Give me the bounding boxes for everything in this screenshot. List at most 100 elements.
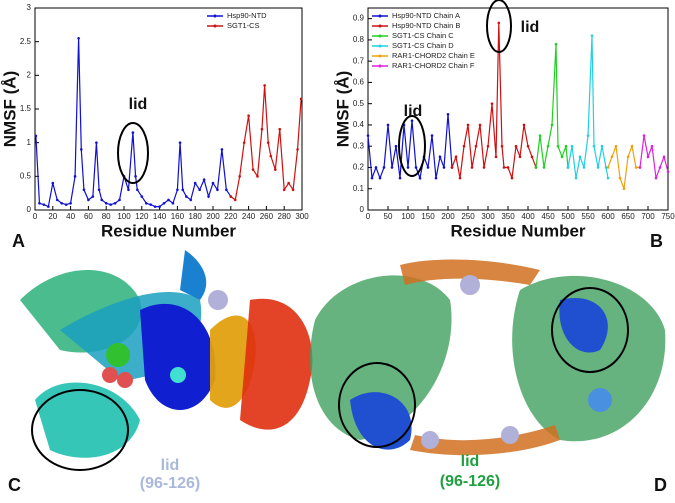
data-point <box>82 188 86 192</box>
data-point <box>426 166 430 169</box>
data-point <box>193 181 197 185</box>
data-point <box>497 21 501 25</box>
data-point <box>462 144 466 148</box>
data-point <box>386 123 390 127</box>
legend-swatch <box>378 54 382 58</box>
data-point <box>500 144 504 148</box>
data-point <box>458 176 462 180</box>
data-point <box>374 166 378 169</box>
x-tick-label: 700 <box>641 212 655 221</box>
plot-frame <box>367 7 669 211</box>
panel-label: C <box>8 475 21 495</box>
legend-entry: Hsp90-NTD <box>227 11 267 20</box>
x-tick-label: 220 <box>224 212 238 221</box>
loop <box>400 259 540 285</box>
data-point <box>171 201 175 205</box>
panel-label: A <box>12 231 25 251</box>
y-tick-label: 0.4 <box>353 120 365 129</box>
data-point <box>506 166 510 169</box>
x-tick-label: 250 <box>461 212 475 221</box>
data-point <box>646 155 650 159</box>
data-point <box>73 175 77 178</box>
x-axis-label: Residue Number <box>101 221 236 240</box>
strand <box>240 298 313 430</box>
data-point <box>238 175 241 178</box>
data-point <box>478 123 482 127</box>
data-point <box>546 144 550 148</box>
data-point <box>502 166 506 169</box>
y-tick-label: 0.3 <box>353 141 365 150</box>
x-tick-label: 40 <box>66 212 75 221</box>
residue <box>421 431 439 449</box>
data-point <box>418 176 422 180</box>
y-tick-label: 2 <box>27 70 32 79</box>
data-point <box>79 148 83 151</box>
data-point <box>378 176 382 180</box>
ligand <box>117 372 133 388</box>
legend-entry: Hsp90-NTD Chain A <box>392 11 460 20</box>
loop <box>410 425 560 456</box>
data-point <box>229 195 233 198</box>
data-point <box>296 148 299 151</box>
data-point <box>518 155 522 159</box>
y-tick-label: 0.5 <box>353 99 365 108</box>
data-point <box>560 155 564 159</box>
residue <box>460 275 480 295</box>
chain <box>559 298 608 353</box>
y-axis-label: NMSF (Å) <box>333 71 352 147</box>
data-point <box>542 166 546 169</box>
x-tick-label: 100 <box>117 212 131 221</box>
data-point <box>87 198 90 202</box>
y-tick-label: 1.5 <box>20 104 32 113</box>
data-point <box>606 166 610 169</box>
data-point <box>554 42 558 46</box>
data-point <box>134 175 137 178</box>
x-tick-label: 650 <box>621 212 635 221</box>
legend-entry: SGT1-CS <box>227 21 260 30</box>
data-point <box>131 131 135 134</box>
data-point <box>178 141 182 144</box>
chain <box>310 275 452 440</box>
x-tick-label: 280 <box>278 212 292 221</box>
data-point <box>269 154 273 158</box>
data-point <box>534 166 538 169</box>
data-point <box>606 176 610 180</box>
data-point <box>181 188 185 192</box>
x-tick-label: 260 <box>260 212 274 221</box>
data-point <box>442 166 446 169</box>
data-point <box>590 34 594 37</box>
data-point <box>650 144 654 148</box>
x-tick-label: 300 <box>481 212 495 221</box>
data-point <box>522 123 526 127</box>
data-point <box>592 144 596 148</box>
data-point <box>586 134 590 137</box>
data-point <box>638 166 642 169</box>
x-tick-label: 450 <box>541 212 555 221</box>
data-point <box>490 102 494 105</box>
data-point <box>610 155 614 159</box>
data-point <box>454 155 458 159</box>
x-tick-label: 50 <box>384 212 393 221</box>
data-point <box>282 188 286 192</box>
data-point <box>530 155 534 159</box>
data-point <box>550 123 554 127</box>
y-tick-label: 0 <box>27 205 32 214</box>
data-point <box>77 37 80 40</box>
data-point <box>398 176 402 180</box>
lid-circle <box>31 389 129 471</box>
legend-swatch <box>213 14 217 18</box>
x-tick-label: 20 <box>48 212 57 221</box>
lid-range: (96-126) <box>140 475 200 492</box>
y-tick-label: 3 <box>27 3 32 12</box>
data-point <box>233 198 237 202</box>
data-point <box>167 198 170 202</box>
lid-label: lid <box>461 453 480 470</box>
x-tick-label: 60 <box>84 212 93 221</box>
data-point <box>274 168 277 171</box>
y-tick-label: 0.7 <box>353 56 365 65</box>
annotation: lid <box>521 19 540 36</box>
data-point <box>450 166 454 169</box>
data-point <box>604 166 608 169</box>
data-point <box>658 166 662 169</box>
y-tick-label: 0.5 <box>20 171 32 180</box>
